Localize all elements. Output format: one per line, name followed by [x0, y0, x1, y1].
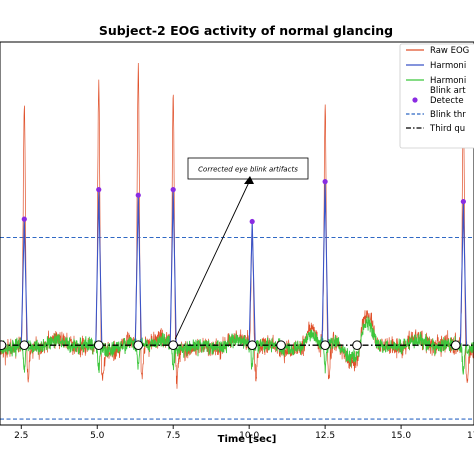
detected-blink-point-6: [460, 198, 466, 205]
x-tick-label-0: 2.5: [14, 431, 28, 441]
harmonic-spike-1: [95, 189, 103, 346]
annotation-arrow-line: [174, 179, 251, 340]
legend-label-2-line2: Blink art: [430, 86, 466, 96]
corrected-point-6: [276, 340, 286, 351]
x-tick-label-1: 5.0: [90, 431, 105, 441]
series-corrected: [0, 316, 474, 375]
corrected-point-8: [352, 340, 362, 351]
corrected-point-4: [168, 340, 178, 351]
legend-label-3: Detecte: [430, 96, 464, 106]
chart-title: Subject-2 EOG activity of normal glancin…: [99, 23, 393, 38]
harmonic-spike-6: [459, 201, 467, 346]
x-tick-label-5: 15.0: [391, 431, 411, 441]
x-tick-label-4: 12.5: [315, 431, 335, 441]
corrected-point-0: [0, 340, 7, 351]
legend-label-2: Harmoni: [430, 76, 466, 86]
legend-label-1: Harmoni: [430, 61, 466, 71]
legend-label-4: Blink thr: [430, 110, 466, 120]
corrected-point-2: [93, 340, 104, 351]
annotation: Corrected eye blink artifacts: [174, 157, 309, 340]
x-tick-label-2: 7.5: [166, 431, 180, 441]
legend-label-0: Raw EOG: [430, 46, 469, 56]
plot-content: [0, 62, 474, 420]
x-axis-label: Time [sec]: [218, 434, 277, 445]
detected-blink-point-0: [21, 216, 27, 222]
corrected-point-5: [247, 340, 257, 351]
corrected-point-9: [450, 340, 461, 351]
x-tick-label-6: 17.5: [467, 431, 474, 441]
detected-blink-point-2: [135, 192, 141, 198]
plot-area: [0, 62, 474, 420]
annotation-arrow-head: [244, 176, 254, 184]
legend-label-5: Third qu: [429, 124, 465, 134]
harmonic-spike-3: [169, 189, 177, 346]
detected-blink-point-1: [96, 187, 102, 193]
x-tick-label-3: 10.0: [239, 431, 259, 441]
harmonic-spike-5: [321, 181, 329, 346]
detected-blink-point-3: [170, 187, 176, 193]
corrected-point-3: [133, 340, 144, 351]
detected-blink-point-4: [249, 218, 255, 225]
x-axis-ticks: 2.5 5.0 7.5 10.0 12.5 15.0 17.5: [14, 425, 474, 441]
annotation-text: Corrected eye blink artifacts: [198, 166, 298, 174]
corrected-point-7: [320, 340, 330, 351]
plot-frame: [0, 41, 474, 426]
legend-marker-3: [412, 97, 418, 103]
legend-box: [399, 43, 474, 149]
corrected-point-1: [19, 340, 30, 351]
harmonic-spike-4: [248, 221, 256, 346]
detected-blink-point-5: [322, 179, 328, 185]
